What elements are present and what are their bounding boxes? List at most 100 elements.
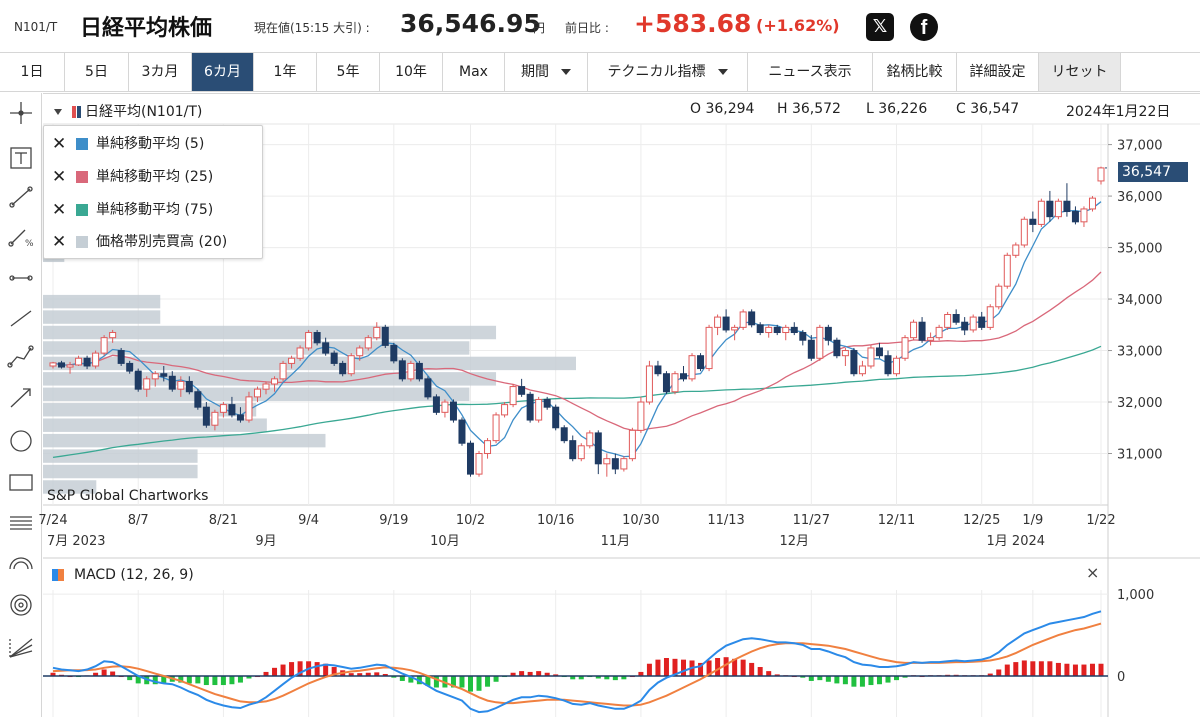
legend-item-sma25[interactable]: ✕ 単純移動平均 (25) [44,164,262,190]
macd-histogram-bar [212,676,218,686]
close-icon[interactable]: ✕ [52,134,67,154]
candle-down [518,386,526,395]
macd-histogram-bar [825,676,831,682]
series-title[interactable]: 日経平均(N101/T) [54,101,202,121]
candle-up [944,314,952,328]
candle-down [560,427,568,442]
compare-button[interactable]: 銘柄比較 [873,53,957,91]
macd-histogram-bar [672,658,678,677]
close-icon[interactable]: × [1086,563,1100,582]
trendline-icon[interactable] [9,186,33,208]
candle-down [415,362,423,380]
range-max-button[interactable]: Max [443,53,505,91]
chevron-down-icon [717,69,728,75]
macd-histogram-bar [902,676,908,678]
candle-down [833,339,841,357]
candle-down [58,362,66,368]
candle-up [501,404,509,416]
circle-icon[interactable] [10,430,32,452]
period-dropdown[interactable]: 期間 [505,53,588,91]
candle-down [449,401,457,421]
crosshair-icon[interactable] [10,102,32,124]
multi-point-line-icon[interactable] [7,345,34,368]
candle-up [143,378,151,390]
legend-item-volume-by-price[interactable]: ✕ 価格帯別売買高 (20) [44,229,262,255]
macd-histogram-bar [493,676,499,682]
close-icon[interactable]: ✕ [52,167,67,187]
macd-histogram-bar [817,676,823,681]
candle-up [296,347,304,359]
text-tool-icon[interactable] [10,147,32,169]
rectangle-icon[interactable] [9,474,33,491]
arrow-line-icon[interactable] [10,388,31,408]
macd-color-icon [58,569,64,581]
candle-up [841,350,849,357]
candle-down [850,350,858,375]
technical-indicator-dropdown[interactable]: テクニカル指標 [588,53,748,91]
close-icon[interactable]: ✕ [52,232,67,252]
macd-histogram-bar [732,658,738,677]
x-logo-icon[interactable]: 𝕏 [866,13,894,41]
legend-swatch [76,171,88,183]
macd-histogram-bar [297,661,303,677]
range-5y-button[interactable]: 5年 [317,53,380,91]
close-icon[interactable]: ✕ [52,200,67,220]
news-toggle-button[interactable]: ニュース表示 [748,53,873,91]
settings-button[interactable]: 詳細設定 [957,53,1039,91]
instrument-title: 日経平均株価 [80,16,213,41]
candle-down [978,316,986,328]
macd-histogram-bar [723,657,729,677]
macd-histogram-bar [357,673,363,677]
percent-line-icon[interactable]: % [8,229,34,249]
macd-histogram-bar [186,676,192,684]
change-label: 前日比 : [565,21,609,35]
facebook-icon[interactable]: f [910,13,938,41]
fibonacci-icon[interactable] [10,516,32,530]
macd-histogram-bar [1047,661,1053,677]
target-icon[interactable] [10,594,32,616]
candle-down [194,391,202,408]
candle-down [526,393,534,421]
candle-up [1080,208,1088,223]
range-10y-button[interactable]: 10年 [380,53,443,91]
candle-up [509,386,517,406]
horizontal-ray-icon[interactable] [9,275,33,281]
macd-histogram-bar [859,676,865,687]
macd-histogram-bar [757,667,763,677]
macd-histogram-bar [195,676,201,684]
range-3m-button[interactable]: 3カ月 [129,53,192,91]
candle-down [961,321,969,331]
candle-down [569,440,577,460]
candle-down [824,326,832,341]
fan-icon[interactable] [9,638,33,658]
candle-up [927,337,935,341]
range-6m-button[interactable]: 6カ月 [192,53,254,91]
macd-histogram-bar [612,676,618,681]
legend-item-sma75[interactable]: ✕ 単純移動平均 (75) [44,197,262,223]
candle-up [986,306,994,328]
candle-down [654,365,662,375]
legend-item-sma5[interactable]: ✕ 単純移動平均 (5) [44,131,262,157]
reset-button[interactable]: リセット [1039,53,1121,91]
macd-histogram-bar [382,673,388,677]
x-tick-label: 7/24 [38,513,67,528]
line-segment-icon[interactable] [10,310,32,327]
macd-histogram-bar [1004,664,1010,677]
arc-icon[interactable] [9,557,33,570]
range-1d-button[interactable]: 1日 [0,53,65,91]
macd-histogram-bar [987,673,993,677]
range-1y-button[interactable]: 1年 [254,53,317,91]
macd-title: MACD (12, 26, 9) [74,567,194,583]
collapse-toggle-icon[interactable] [54,109,62,115]
macd-histogram-bar [638,671,644,677]
x-tick-label: 12/11 [878,513,915,528]
macd-histogram-bar [842,676,848,685]
macd-histogram-bar [646,663,652,677]
candle-up [305,332,313,349]
current-price-value: 36,546.95 [400,9,541,38]
macd-histogram-bar [399,676,405,681]
macd-histogram-bar [706,660,712,677]
candle-up [1003,254,1011,287]
range-5d-button[interactable]: 5日 [65,53,129,91]
